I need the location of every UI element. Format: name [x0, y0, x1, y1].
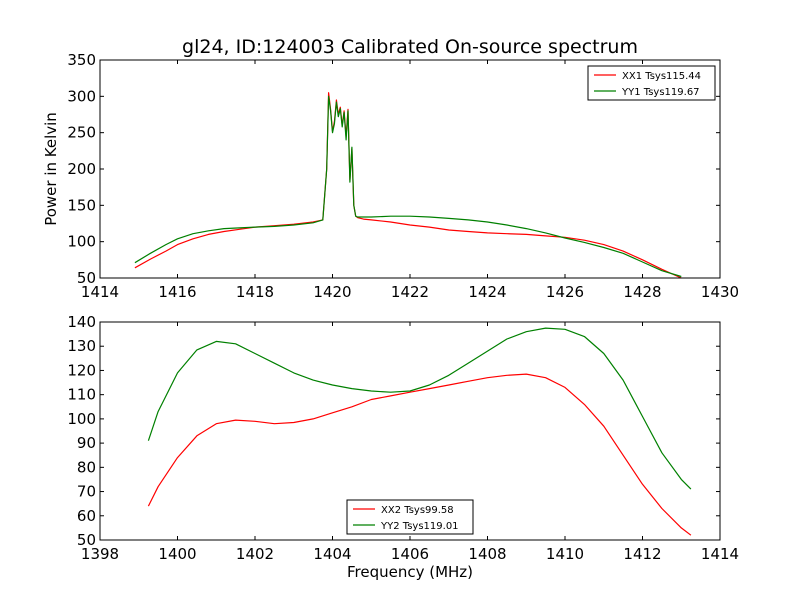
x-tick-label: 1428 — [623, 283, 661, 301]
x-tick-label: 1430 — [701, 283, 739, 301]
y-tick-label: 120 — [67, 361, 96, 379]
x-tick-label: 1408 — [468, 545, 506, 563]
series-line-yy — [147, 327, 692, 490]
y-tick-label: 250 — [67, 124, 96, 142]
y-axis-label: Power in Kelvin — [42, 112, 60, 226]
chart-title: gl24, ID:124003 Calibrated On-source spe… — [182, 36, 638, 58]
y-tick-label: 140 — [67, 313, 96, 331]
x-tick-label: 1402 — [236, 545, 274, 563]
y-tick-label: 100 — [67, 233, 96, 251]
y-tick-label: 60 — [77, 507, 96, 525]
legend-entry: YY1 Tsys119.67 — [621, 87, 700, 98]
x-tick-label: 1398 — [81, 545, 119, 563]
x-tick-label: 1414 — [701, 545, 739, 563]
x-tick-label: 1404 — [313, 545, 351, 563]
x-tick-label: 1410 — [546, 545, 584, 563]
y-tick-label: 50 — [77, 531, 96, 549]
x-tick-label: 1416 — [158, 283, 196, 301]
legend-box — [346, 499, 474, 535]
series-line-yy — [134, 95, 682, 278]
legend-entry: XX1 Tsys115.44 — [622, 71, 701, 82]
legend-entry: XX2 Tsys99.58 — [381, 505, 454, 516]
legend-entry: YY2 Tsys119.01 — [380, 521, 459, 532]
x-tick-label: 1422 — [391, 283, 429, 301]
y-tick-label: 150 — [67, 196, 96, 214]
x-tick-label: 1426 — [546, 283, 584, 301]
series-line-xx — [147, 373, 692, 536]
y-tick-label: 130 — [67, 337, 96, 355]
y-tick-label: 90 — [77, 434, 96, 452]
top-spectrum-panel: 1414 1416 1418 1420 1422 1424 1426 1428 1430 50 10… — [42, 51, 739, 301]
y-tick-label: 200 — [67, 160, 96, 178]
y-tick-label: 80 — [77, 458, 96, 476]
x-axis-label: Frequency (MHz) — [347, 563, 473, 581]
x-tick-label: 1418 — [236, 283, 274, 301]
y-tick-label: 50 — [77, 269, 96, 287]
bottom-spectrum-panel: 1398 1400 1402 1404 1406 1408 1410 1412 1414 50 60… — [67, 313, 739, 581]
x-tick-label: 1420 — [313, 283, 351, 301]
y-tick-label: 70 — [77, 483, 96, 501]
x-tick-label: 1424 — [468, 283, 506, 301]
x-tick-label: 1414 — [81, 283, 119, 301]
y-tick-label: 100 — [67, 410, 96, 428]
y-tick-label: 110 — [67, 386, 96, 404]
y-tick-label: 350 — [67, 51, 96, 69]
x-tick-label: 1400 — [158, 545, 196, 563]
x-tick-label: 1406 — [391, 545, 429, 563]
x-tick-label: 1412 — [623, 545, 661, 563]
y-tick-label: 300 — [67, 87, 96, 105]
legend-box — [587, 65, 716, 101]
